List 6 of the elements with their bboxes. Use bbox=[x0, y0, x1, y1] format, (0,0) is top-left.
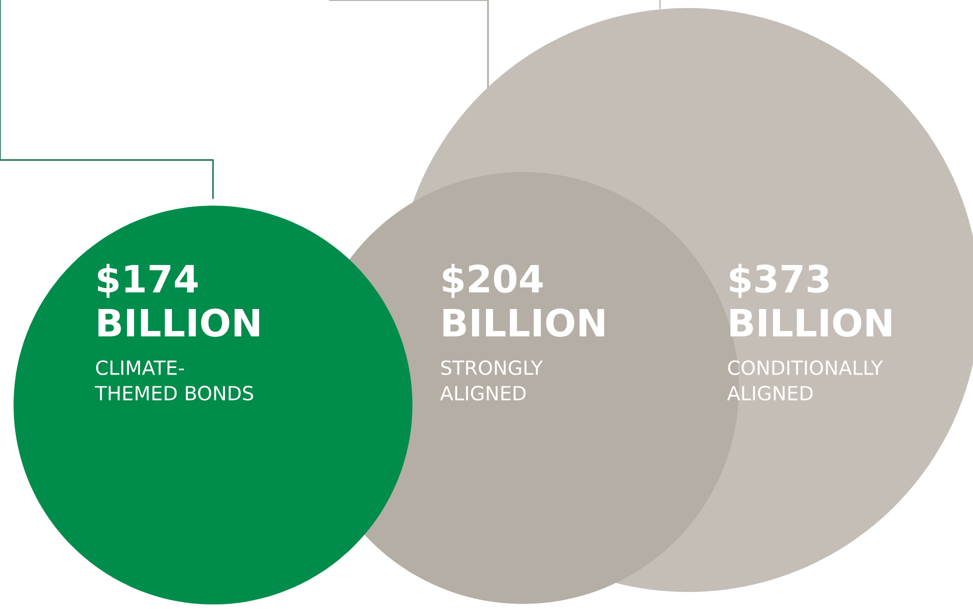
data-label: $373 BILLION bbox=[730, 264, 892, 337]
category-label: CONDITIONALLY ALIGNED bbox=[727, 360, 883, 401]
data-label: $174 BILLION bbox=[98, 264, 260, 337]
data-label: $204 BILLION bbox=[442, 264, 604, 337]
category-label: STRONGLY ALIGNED bbox=[440, 360, 543, 401]
category-label: CLIMATE- THEMED BONDS bbox=[94, 360, 254, 401]
